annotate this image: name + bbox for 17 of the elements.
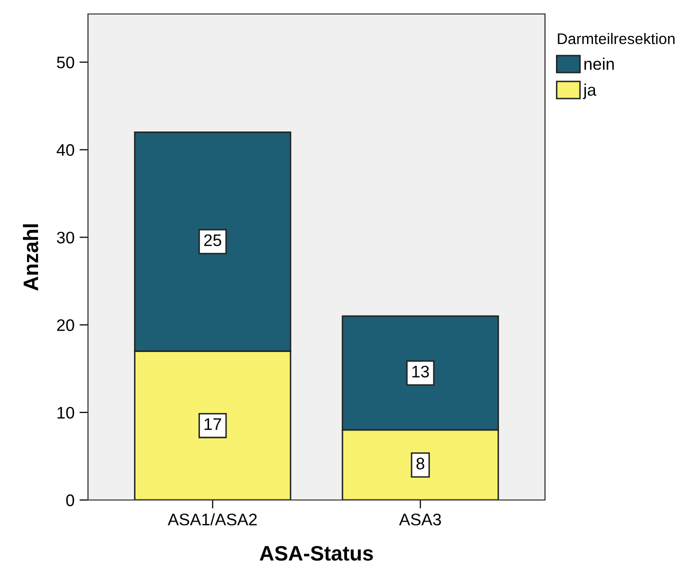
y-tick-label: 10: [58, 406, 74, 419]
y-tick-label: 50: [56, 56, 74, 68]
x-tick-label: ASA1/ASA2: [168, 513, 257, 526]
y-tick-label: 40: [56, 144, 74, 156]
y-tick-label: 30: [56, 232, 74, 244]
y-tick-label: 20: [57, 319, 74, 332]
data-label: 13: [412, 366, 429, 378]
x-axis-title: ASA-Status: [260, 546, 373, 561]
data-label: 17: [204, 418, 222, 430]
legend-label: nein: [584, 58, 614, 70]
y-tick-label: 0: [66, 494, 74, 506]
legend-label: ja: [582, 84, 596, 100]
y-axis-title: Anzahl: [22, 224, 38, 291]
legend-title: Darmteilresektion: [558, 32, 675, 44]
x-tick-label: ASA3: [399, 514, 441, 526]
data-label: 8: [416, 458, 424, 470]
data-label: 25: [204, 234, 222, 246]
